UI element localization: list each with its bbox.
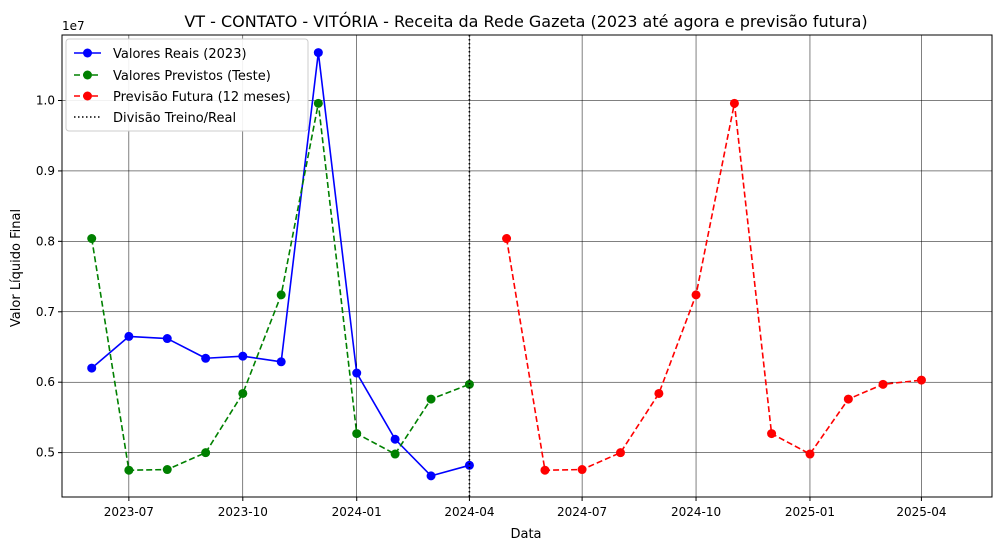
legend-label-test: Valores Previstos (Teste) bbox=[113, 69, 271, 84]
legend-item-real: Valores Reais (2023) bbox=[74, 47, 247, 62]
legend-marker-real bbox=[83, 48, 92, 58]
data-point bbox=[352, 368, 362, 378]
series-line bbox=[90, 102, 470, 472]
data-point bbox=[87, 363, 97, 373]
y-tick-label: 1.0 bbox=[36, 93, 55, 107]
series-layer bbox=[87, 35, 926, 497]
series-2 bbox=[502, 98, 926, 475]
data-point bbox=[654, 388, 664, 398]
data-point bbox=[201, 353, 211, 363]
data-point bbox=[276, 290, 286, 300]
series-0 bbox=[87, 48, 474, 481]
data-point bbox=[238, 388, 248, 398]
y-tick-label: 0.8 bbox=[36, 234, 55, 248]
x-tick-label: 2024-07 bbox=[557, 505, 607, 519]
x-tick-label: 2025-01 bbox=[785, 505, 835, 519]
chart-title: VT - CONTATO - VITÓRIA - Receita da Rede… bbox=[184, 12, 867, 31]
data-point bbox=[767, 429, 777, 439]
x-axis-label: Data bbox=[510, 527, 541, 542]
data-point bbox=[390, 434, 400, 444]
legend: Valores Reais (2023) Valores Previstos (… bbox=[65, 38, 309, 132]
legend-item-forecast: Previsão Futura (12 meses) bbox=[74, 90, 291, 105]
series-1 bbox=[87, 98, 474, 475]
y-axis-offset-label: 1e7 bbox=[62, 19, 85, 33]
data-point bbox=[916, 375, 926, 385]
legend-label-split: Divisão Treino/Real bbox=[113, 111, 236, 126]
data-point bbox=[124, 331, 134, 341]
y-tick-label: 0.5 bbox=[36, 446, 55, 460]
series-line bbox=[505, 102, 922, 472]
y-tick-label: 0.7 bbox=[36, 305, 55, 319]
axis-ticks: 2023-07 2023-10 2024-01 2024-04 2024-07 2024-… bbox=[36, 93, 947, 519]
data-point bbox=[238, 351, 248, 361]
x-tick-label: 2023-10 bbox=[218, 505, 268, 519]
data-point bbox=[313, 48, 323, 58]
data-point bbox=[352, 429, 362, 439]
legend-item-split: Divisão Treino/Real bbox=[74, 111, 236, 126]
data-point bbox=[615, 448, 625, 458]
x-tick-label: 2023-07 bbox=[104, 505, 154, 519]
data-point bbox=[805, 449, 815, 459]
data-point bbox=[729, 98, 739, 108]
data-point bbox=[691, 290, 701, 300]
legend-marker-forecast bbox=[83, 91, 92, 101]
data-point bbox=[276, 357, 286, 367]
legend-label-real: Valores Reais (2023) bbox=[113, 47, 247, 62]
data-point bbox=[426, 394, 436, 404]
data-point bbox=[843, 394, 853, 404]
y-tick-label: 0.9 bbox=[36, 164, 55, 178]
x-tick-label: 2024-10 bbox=[671, 505, 721, 519]
x-tick-label: 2025-04 bbox=[896, 505, 946, 519]
x-tick-label: 2024-04 bbox=[444, 505, 494, 519]
data-point bbox=[577, 465, 587, 475]
data-point bbox=[540, 465, 550, 475]
legend-marker-test bbox=[83, 70, 92, 80]
legend-item-test: Valores Previstos (Teste) bbox=[74, 69, 271, 84]
data-point bbox=[162, 465, 172, 475]
legend-label-forecast: Previsão Futura (12 meses) bbox=[113, 90, 291, 105]
legend-box bbox=[65, 38, 309, 132]
data-point bbox=[162, 334, 172, 344]
data-point bbox=[201, 448, 211, 458]
data-point bbox=[124, 465, 134, 475]
y-axis-label: Valor Líquido Final bbox=[9, 209, 24, 327]
data-point bbox=[464, 460, 474, 470]
y-tick-label: 0.6 bbox=[36, 375, 55, 389]
grid bbox=[62, 35, 992, 497]
plot-frame bbox=[61, 34, 993, 498]
data-point bbox=[390, 449, 400, 459]
data-point bbox=[878, 379, 888, 389]
data-point bbox=[502, 234, 512, 244]
data-point bbox=[87, 234, 97, 244]
x-tick-label: 2024-01 bbox=[332, 505, 382, 519]
data-point bbox=[313, 98, 323, 108]
data-point bbox=[426, 471, 436, 481]
